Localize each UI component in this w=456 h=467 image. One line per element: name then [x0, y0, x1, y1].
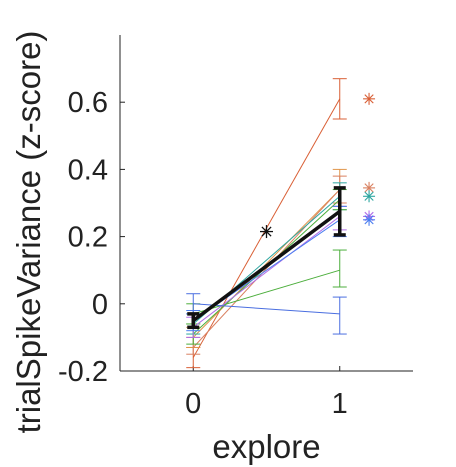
- series-line: [193, 269, 340, 315]
- y-tick-label: 0.2: [68, 222, 108, 254]
- asterisk-stroke: [364, 94, 374, 104]
- series-line: [193, 303, 340, 315]
- asterisk-stroke: [364, 183, 374, 193]
- series-marker: [363, 92, 376, 105]
- y-axis-label: trialSpikeVariance (z-score): [10, 31, 47, 434]
- series-1: [186, 168, 347, 348]
- asterisk-stroke: [261, 226, 272, 237]
- y-tick-label: 0.6: [68, 87, 108, 119]
- series-error-bar: [332, 78, 347, 120]
- y-tick-label: -0.2: [58, 356, 108, 388]
- mean-marker: [260, 225, 273, 239]
- series-7: [186, 205, 376, 332]
- asterisk-stroke: [364, 191, 374, 201]
- y-tick-label: 0.4: [68, 154, 108, 186]
- series-marker: [363, 190, 376, 203]
- series-8: [186, 293, 347, 335]
- x-tick-label: 1: [332, 388, 348, 420]
- series-line: [192, 189, 341, 338]
- mean-line: [192, 209, 341, 323]
- asterisk-stroke: [364, 215, 374, 225]
- axes: [119, 35, 413, 372]
- labels-layer: -0.2 0 0.2 0.4 0.6 0 1 explore trialSpikeVarianc…: [10, 31, 348, 465]
- series-marker: [363, 213, 376, 226]
- series-error-bar: [332, 249, 347, 288]
- y-tick-label: 0: [92, 289, 108, 321]
- series-layer: [186, 78, 376, 369]
- series-line: [192, 189, 341, 348]
- mean-error-bar: [333, 186, 346, 237]
- series-error-bar: [332, 296, 347, 335]
- x-axis-label: explore: [212, 428, 320, 465]
- series-6: [186, 205, 376, 338]
- mean-series-layer: [187, 186, 346, 330]
- series-marker: [363, 181, 376, 194]
- mean-error-bar: [187, 312, 200, 330]
- x-tick-label: 0: [185, 388, 201, 420]
- series-line: [192, 216, 341, 328]
